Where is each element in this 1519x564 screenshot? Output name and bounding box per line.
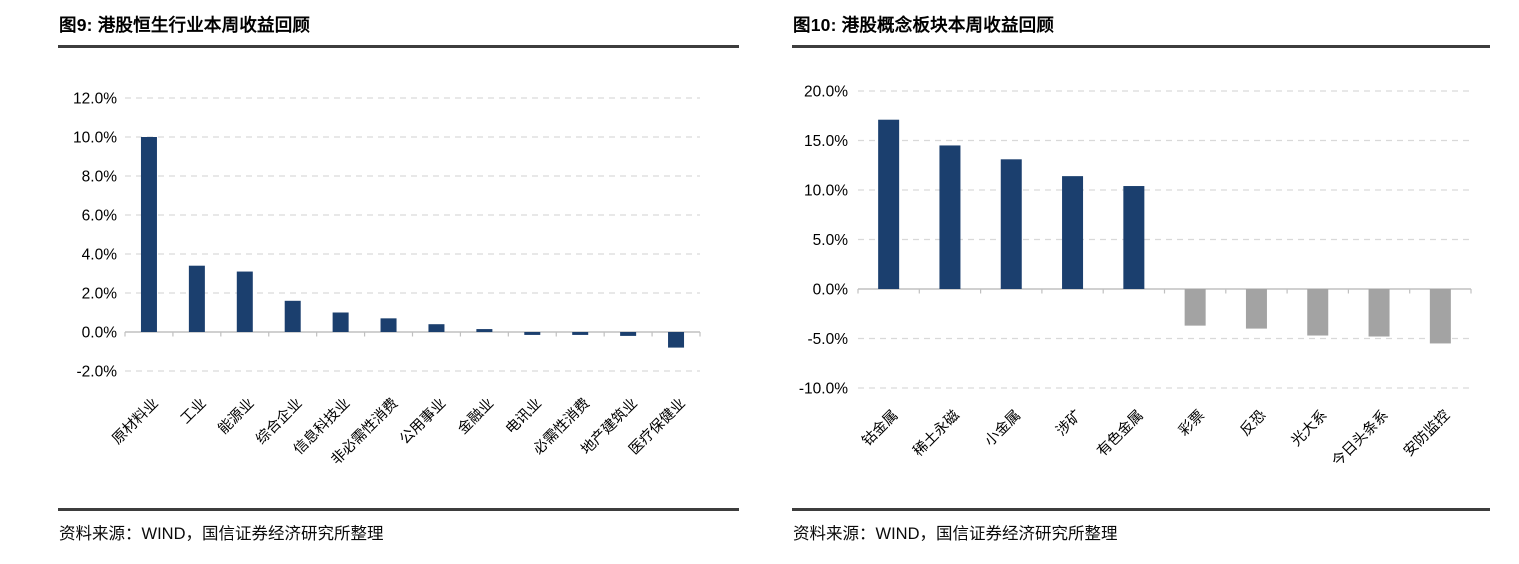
bar xyxy=(572,332,589,335)
bar xyxy=(428,324,445,332)
y-axis-tick-label: 15.0% xyxy=(804,133,848,150)
bar xyxy=(1429,289,1451,344)
category-label: 稀土永磁 xyxy=(910,406,963,459)
bar xyxy=(620,332,637,336)
figure-10-footer-rule xyxy=(792,508,1490,511)
y-axis-tick-label: -10.0% xyxy=(799,381,848,398)
bar xyxy=(1245,289,1267,329)
category-label: 安防监控 xyxy=(1400,407,1453,460)
y-axis-tick-label: 12.0% xyxy=(73,91,117,108)
bar xyxy=(188,265,205,332)
category-label: 电讯业 xyxy=(502,395,545,438)
figure-9-title-rule xyxy=(58,45,739,48)
category-label: 光大系 xyxy=(1288,407,1331,450)
y-axis-tick-label: 2.0% xyxy=(82,286,118,303)
figure-9-footer-rule xyxy=(58,508,739,511)
category-label: 涉矿 xyxy=(1053,407,1086,440)
bar xyxy=(284,300,301,332)
category-label: 有色金属 xyxy=(1094,407,1147,460)
hang-seng-industry-weekly-return-bar-chart: 12.0% 10.0% 8.0% 6.0% 4.0% 2.0% 0.0% -2.0% 原材料业工… xyxy=(73,91,701,468)
category-label: 原材料业 xyxy=(109,395,162,448)
bar xyxy=(1000,159,1022,289)
figure-9-source-note: 资料来源：WIND，国信证券经济研究所整理 xyxy=(59,525,384,543)
bar xyxy=(668,332,685,348)
figure-10-title-rule xyxy=(792,45,1490,48)
bar xyxy=(476,329,493,332)
bar xyxy=(236,271,253,332)
bar xyxy=(939,145,961,289)
figure-9-panel: 图9: 港股恒生行业本周收益回顾 12.0% 10.0% 8.0% 6.0% 4.0% 2… xyxy=(58,0,739,544)
bar xyxy=(140,137,157,332)
figure-10-panel: 图10: 港股概念板块本周收益回顾 20.0% 15.0% 10.0% 5.0% 0.0… xyxy=(792,0,1490,544)
concept-sector-weekly-return-bar-chart: 20.0% 15.0% 10.0% 5.0% 0.0% -5.0% -10.0% 钴金属 稀土永… xyxy=(799,84,1472,470)
y-axis-tick-label: 8.0% xyxy=(82,169,118,186)
y-axis-tick-label: 10.0% xyxy=(804,183,848,200)
bar xyxy=(332,312,349,332)
y-axis-tick-label: 6.0% xyxy=(82,208,118,225)
category-label: 反恐 xyxy=(1237,406,1270,439)
y-axis-tick-label: 10.0% xyxy=(73,130,117,147)
y-axis-tick-label: -5.0% xyxy=(808,331,849,348)
category-label: 彩票 xyxy=(1175,407,1208,440)
bar xyxy=(1307,289,1329,336)
category-label: 金融业 xyxy=(454,395,497,438)
bar xyxy=(1184,289,1206,326)
figure-9-title: 图9: 港股恒生行业本周收益回顾 xyxy=(59,15,311,35)
y-axis-tick-label: 5.0% xyxy=(813,232,849,249)
category-label: 钴金属 xyxy=(859,407,902,450)
y-axis-tick-label: -2.0% xyxy=(77,364,118,381)
figure-10-title: 图10: 港股概念板块本周收益回顾 xyxy=(793,15,1055,35)
bar xyxy=(1123,186,1145,289)
y-axis-tick-label: 0.0% xyxy=(813,282,849,299)
y-axis-tick-label: 0.0% xyxy=(82,325,118,342)
figure-10-source-note: 资料来源：WIND，国信证券经济研究所整理 xyxy=(793,525,1118,543)
y-axis-tick-label: 20.0% xyxy=(804,84,848,101)
bar xyxy=(380,318,397,332)
bar xyxy=(1062,176,1084,289)
category-label: 公用事业 xyxy=(396,395,449,448)
bar xyxy=(878,119,900,290)
y-axis-tick-label: 4.0% xyxy=(82,247,118,264)
category-label: 工业 xyxy=(177,395,210,428)
category-label: 今日头条系 xyxy=(1329,407,1392,470)
bar xyxy=(1368,289,1390,337)
bar xyxy=(524,332,541,335)
category-label: 能源业 xyxy=(215,395,258,438)
category-label: 小金属 xyxy=(981,407,1024,450)
